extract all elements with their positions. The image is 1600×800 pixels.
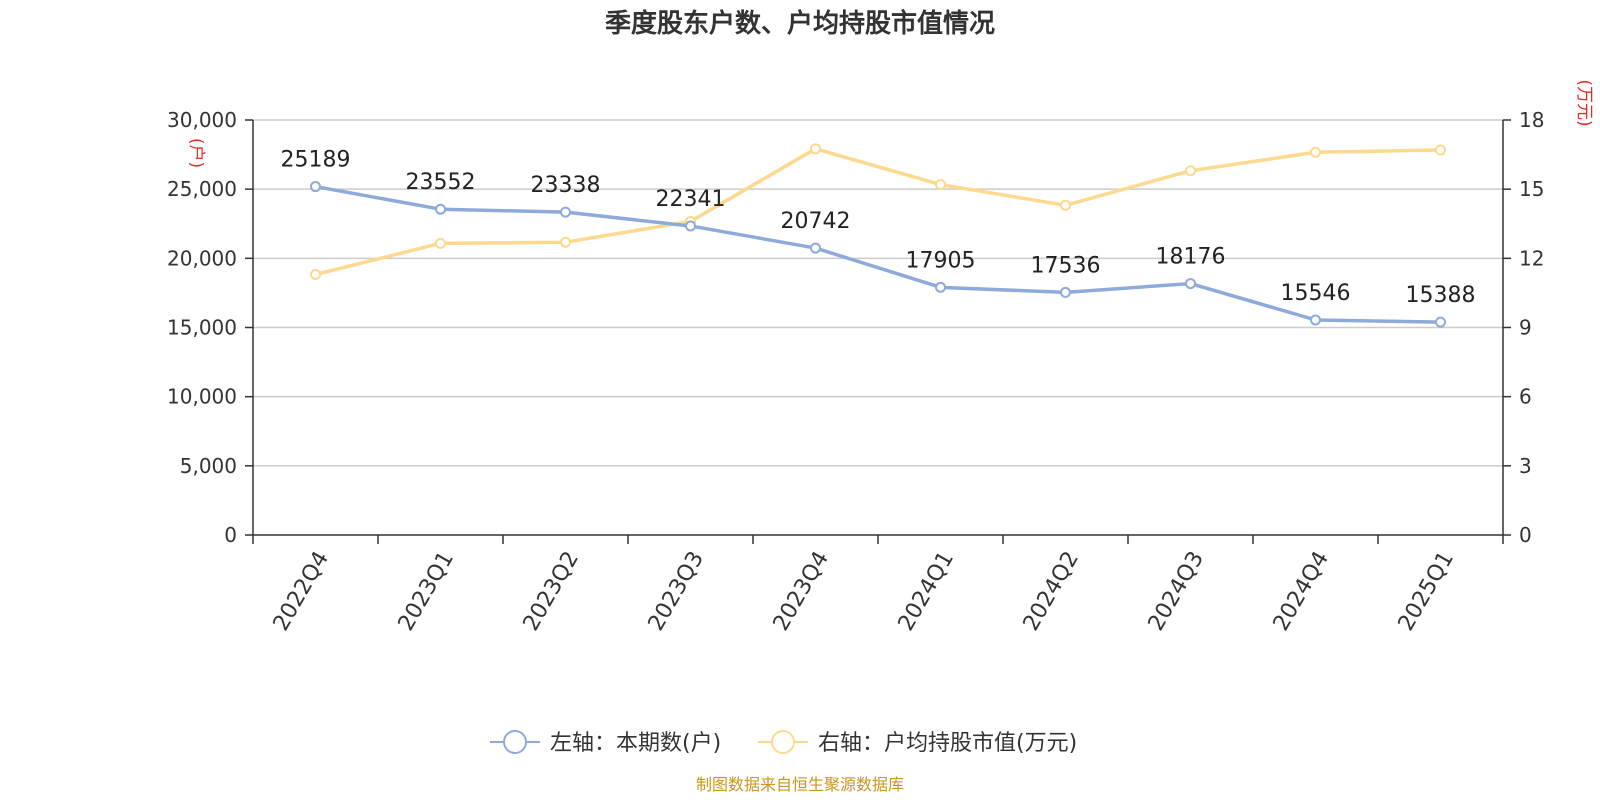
series-layer: 25189 23552 23338 22341 20742 17905 17536 18176…	[281, 143, 1476, 328]
data-point	[560, 206, 571, 218]
data-label: 15388	[1406, 283, 1476, 308]
left-tick-label: 30,000	[167, 108, 237, 132]
right-tick-label: 15	[1519, 177, 1544, 201]
data-point	[1185, 165, 1196, 177]
legend-marker	[503, 730, 527, 754]
data-label: 22341	[656, 187, 726, 212]
series-line-right	[315, 147, 1441, 277]
data-label: 23338	[531, 173, 601, 198]
left-tick-label: 10,000	[167, 385, 237, 409]
legend-item-right[interactable]: 右轴：户均持股市值(万元)	[758, 730, 1077, 756]
data-point	[435, 203, 446, 215]
x-tick-label: 2024Q1	[894, 547, 959, 635]
right-tick-label: 12	[1519, 246, 1544, 270]
data-point	[810, 143, 821, 155]
legend[interactable]: 左轴：本期数(户) 右轴：户均持股市值(万元)	[490, 730, 1077, 756]
legend-item-left[interactable]: 左轴：本期数(户)	[490, 730, 721, 756]
data-label: 17905	[906, 248, 976, 273]
right-tick-label: 18	[1519, 108, 1544, 132]
legend-marker	[771, 730, 795, 754]
x-tick-label: 2023Q2	[519, 547, 584, 635]
data-label: 18176	[1156, 245, 1226, 270]
legend-label: 左轴：本期数(户)	[550, 731, 721, 756]
x-tick-label: 2023Q4	[769, 547, 834, 635]
right-tick-label: 3	[1519, 454, 1532, 478]
data-point	[310, 181, 321, 193]
left-tick-label: 0	[224, 523, 237, 547]
left-tick-label: 15,000	[167, 316, 237, 340]
data-point	[1185, 278, 1196, 290]
data-point	[310, 268, 321, 280]
x-tick-label: 2022Q4	[269, 547, 334, 635]
x-tick-label: 2024Q2	[1019, 547, 1084, 635]
data-point	[1435, 316, 1446, 328]
right-tick-label: 0	[1519, 523, 1532, 547]
data-point	[810, 242, 821, 254]
data-label: 15546	[1281, 281, 1351, 306]
left-tick-label: 5,000	[180, 454, 237, 478]
data-point	[685, 220, 696, 232]
right-tick-label: 6	[1519, 385, 1532, 409]
x-tick-label: 2024Q3	[1144, 547, 1209, 635]
data-label: 17536	[1031, 253, 1101, 278]
grid-lines	[253, 119, 1503, 467]
x-tick-label: 2024Q4	[1269, 547, 1334, 635]
data-label: 20742	[781, 209, 851, 234]
x-tick-label: 2023Q3	[644, 547, 709, 635]
data-point	[1310, 146, 1321, 158]
right-tick-label: 9	[1519, 316, 1532, 340]
left-tick-label: 20,000	[167, 246, 237, 270]
x-tick-label: 2023Q1	[394, 547, 459, 635]
left-tick-label: 25,000	[167, 177, 237, 201]
data-point	[935, 179, 946, 191]
axes: 0 5,000 10,000 15,000 20,000 25,000 30,000 0 3 6 9…	[167, 108, 1544, 635]
series-line-left	[315, 184, 1441, 324]
source-note: 制图数据来自恒生聚源数据库	[696, 775, 904, 794]
data-point	[435, 237, 446, 249]
data-point	[1435, 144, 1446, 156]
data-label: 25189	[281, 148, 351, 173]
x-tick-label: 2025Q1	[1394, 547, 1459, 635]
data-point	[935, 281, 946, 293]
data-label: 23552	[406, 170, 476, 195]
data-point	[1310, 314, 1321, 326]
chart-title: 季度股东户数、户均持股市值情况	[605, 8, 995, 39]
right-axis-unit: (万元)	[1574, 79, 1594, 126]
data-point	[1060, 286, 1071, 298]
data-point	[1060, 199, 1071, 211]
left-axis-unit: (户)	[186, 138, 206, 168]
legend-label: 右轴：户均持股市值(万元)	[818, 731, 1077, 756]
series-left: 25189 23552 23338 22341 20742 17905 17536 18176…	[281, 148, 1476, 328]
data-point	[560, 236, 571, 248]
